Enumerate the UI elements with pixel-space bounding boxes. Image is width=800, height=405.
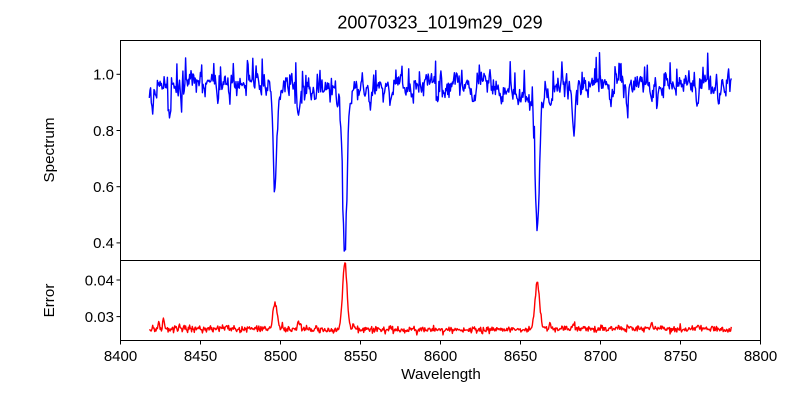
svg-text:Spectrum: Spectrum bbox=[41, 118, 58, 183]
svg-text:Error: Error bbox=[41, 284, 58, 318]
svg-text:8650: 8650 bbox=[504, 348, 537, 365]
svg-text:0.4: 0.4 bbox=[93, 235, 114, 252]
svg-text:0.8: 0.8 bbox=[93, 123, 114, 140]
svg-text:8500: 8500 bbox=[264, 348, 297, 365]
svg-text:0.6: 0.6 bbox=[93, 179, 114, 196]
svg-text:8450: 8450 bbox=[184, 348, 217, 365]
svg-text:0.03: 0.03 bbox=[85, 309, 114, 326]
svg-text:1.0: 1.0 bbox=[93, 67, 114, 84]
svg-text:8750: 8750 bbox=[664, 348, 697, 365]
svg-text:8800: 8800 bbox=[744, 348, 777, 365]
svg-text:20070323_1019m29_029: 20070323_1019m29_029 bbox=[337, 12, 542, 33]
svg-text:8600: 8600 bbox=[424, 348, 457, 365]
svg-text:8550: 8550 bbox=[344, 348, 377, 365]
svg-text:8400: 8400 bbox=[104, 348, 137, 365]
svg-text:8700: 8700 bbox=[584, 348, 617, 365]
svg-text:Wavelength: Wavelength bbox=[401, 366, 481, 383]
svg-text:0.04: 0.04 bbox=[85, 272, 114, 289]
